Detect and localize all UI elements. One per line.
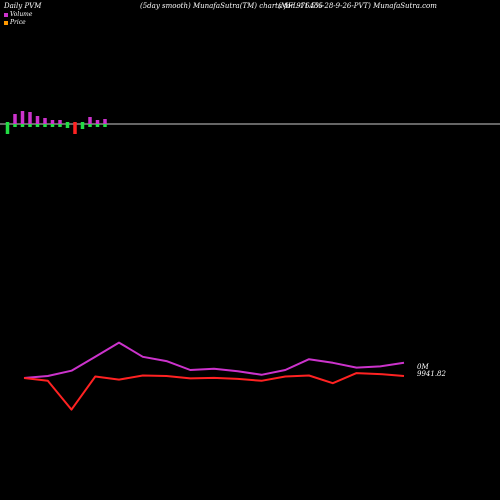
volume-bar-up xyxy=(13,114,17,124)
volume-bar-up xyxy=(43,118,47,124)
volume-bar-down xyxy=(28,124,32,127)
volume-bar-down xyxy=(43,124,47,127)
volume-bar-down xyxy=(80,124,85,129)
volume-bar-up xyxy=(95,120,100,124)
volume-bar-up xyxy=(73,122,77,124)
volume-bar-down xyxy=(88,124,92,127)
volume-bar-up xyxy=(20,111,25,124)
volume-bar-up xyxy=(88,117,92,124)
volume-bar-down xyxy=(13,124,17,127)
volume-bar-up xyxy=(80,122,85,124)
volume-bar-down xyxy=(103,124,107,127)
volume-bar-up xyxy=(58,120,62,124)
chart-title-right: (MFL-11.5%-28-9-26-PVT) MunafaSutra.com xyxy=(278,2,437,10)
volume-bar-down xyxy=(65,124,70,128)
volume-line xyxy=(23,341,405,379)
volume-bar-down xyxy=(35,124,40,127)
volume-bar-down xyxy=(20,124,25,127)
volume-bars xyxy=(5,111,107,134)
legend-volume-swatch xyxy=(4,12,8,17)
volume-bar-up xyxy=(35,116,40,124)
legend-volume: Volume xyxy=(4,11,32,18)
legend-price-label: Price xyxy=(10,19,26,26)
chart-title-left: Daily PVM xyxy=(4,2,42,10)
chart-title-center: (5day smooth) MunafaSutra(TM) charts for… xyxy=(140,2,323,10)
price-value-label: 9941.82 xyxy=(417,370,446,378)
volume-value-label: 0M xyxy=(417,363,429,371)
volume-bar-up xyxy=(28,112,32,124)
price-line xyxy=(23,372,405,411)
volume-bar-up xyxy=(65,122,70,124)
volume-bar-up xyxy=(5,122,10,124)
legend-volume-label: Volume xyxy=(10,11,33,18)
volume-bar-down xyxy=(58,124,62,127)
legend-price-swatch xyxy=(4,20,8,25)
volume-bar-up xyxy=(103,119,107,124)
legend-price: Price xyxy=(4,19,26,26)
volume-bar-down xyxy=(5,124,10,134)
volume-bar-down xyxy=(73,124,77,134)
price-lines xyxy=(23,341,405,411)
volume-bar-down xyxy=(95,124,100,127)
volume-bar-up xyxy=(50,120,55,124)
volume-bar-down xyxy=(50,124,55,127)
